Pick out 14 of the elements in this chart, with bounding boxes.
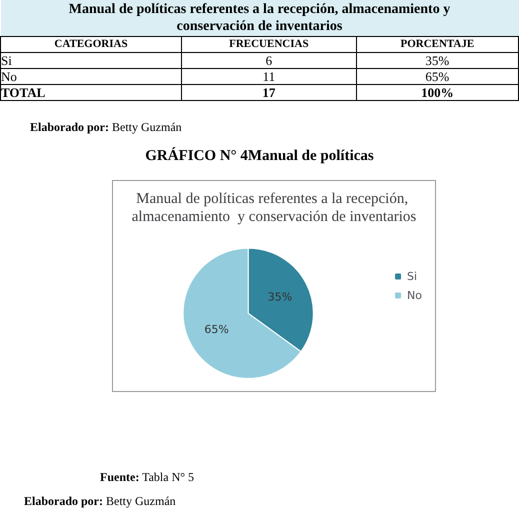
text: Si 6 35% bbox=[1, 52, 450, 68]
chart-title: Manual de políticas referentes a la recepción, almacenamiento y conservación de inventarios bbox=[132, 191, 416, 225]
text: Elaborado por: Betty Guzmán bbox=[24, 494, 176, 509]
text: Manual de políticas referentes a la recepción, almacenamiento y conservación de inventarios bbox=[0, 0, 518, 36]
text: Elaborado por: Betty Guzmán bbox=[30, 120, 182, 135]
legend-label: Si bbox=[407, 270, 418, 283]
data-label: 65% bbox=[204, 322, 229, 336]
source-note: Fuente: Tabla N° 5 bbox=[100, 470, 194, 485]
legend-label: No bbox=[407, 289, 422, 302]
text: No 11 65% bbox=[1, 68, 450, 84]
text: TOTAL 17 100% bbox=[1, 84, 454, 100]
text: CATEGORIAS FRECUENCIAS PORCENTAJE bbox=[54, 38, 474, 50]
data-label: 35% bbox=[268, 290, 292, 304]
chart-subtitle: GRÁFICO N° 4Manual de políticas bbox=[144, 148, 375, 165]
